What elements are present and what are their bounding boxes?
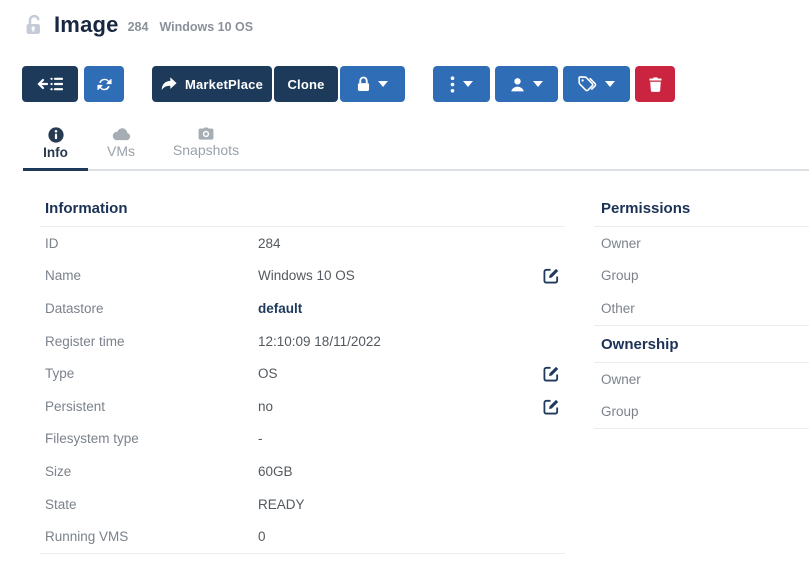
row-label: Datastore <box>45 300 104 316</box>
cloud-icon <box>112 127 131 141</box>
permissions-row-group: Group <box>594 260 809 293</box>
tab-info-label: Info <box>43 145 68 160</box>
info-row-state: State READY <box>40 488 565 521</box>
caret-down-icon <box>605 81 615 87</box>
info-row-register-time: Register time 12:10:09 18/11/2022 <box>40 325 565 358</box>
info-row-persistent: Persistent no <box>40 390 565 423</box>
ownership-dropdown-button[interactable] <box>495 66 558 102</box>
lock-dropdown-button[interactable] <box>340 66 405 102</box>
more-actions-dropdown-button[interactable] <box>433 66 490 102</box>
row-value: 0 <box>258 529 266 545</box>
tags-icon <box>578 76 597 92</box>
caret-down-icon <box>463 81 473 87</box>
trash-icon <box>648 76 662 92</box>
lock-icon <box>357 76 370 92</box>
row-label: Size <box>45 463 72 479</box>
unlock-icon <box>24 14 45 36</box>
ownership-rows: Owner Group <box>594 363 809 429</box>
page-title: Image <box>54 12 119 37</box>
info-row-name: Name Windows 10 OS <box>40 260 565 293</box>
caret-down-icon <box>378 81 388 87</box>
caret-down-icon <box>533 81 543 87</box>
tab-snapshots-label: Snapshots <box>172 142 240 158</box>
edit-type-button[interactable] <box>537 365 565 382</box>
row-value: 284 <box>258 235 281 251</box>
permissions-title: Permissions <box>594 200 809 227</box>
manage-button-group <box>433 66 675 102</box>
row-label: Other <box>601 300 635 316</box>
arrow-left-list-icon <box>37 76 63 92</box>
row-value: OS <box>258 366 278 382</box>
ownership-section: Ownership Owner Group <box>594 333 809 429</box>
kebab-menu-icon <box>450 75 455 93</box>
tab-snapshots[interactable]: Snapshots <box>154 127 258 169</box>
row-value: 60GB <box>258 463 293 479</box>
marketplace-button-label: MarketPlace <box>184 76 264 92</box>
detail-tabs: Info VMs Snapshots <box>23 127 809 171</box>
state-value: READY <box>258 496 305 512</box>
edit-persistent-button[interactable] <box>537 398 565 415</box>
camera-icon <box>198 127 214 140</box>
permissions-rows: Owner Group Other <box>594 227 809 326</box>
row-label: Owner <box>601 371 641 387</box>
info-tab-content: Information ID 284 Name Windows 10 OS <box>40 200 809 554</box>
ownership-row-owner: Owner <box>594 363 809 396</box>
row-label: Filesystem type <box>45 431 139 447</box>
delete-button[interactable] <box>635 66 675 102</box>
edit-pencil-icon <box>543 267 560 284</box>
user-icon <box>510 77 525 92</box>
edit-name-button[interactable] <box>537 267 565 284</box>
info-row-datastore: Datastore default <box>40 292 565 325</box>
row-label: Persistent <box>45 398 106 414</box>
row-label: Running VMS <box>45 529 129 545</box>
info-circle-icon <box>47 127 64 143</box>
edit-pencil-icon <box>543 398 560 415</box>
permissions-row-owner: Owner <box>594 227 809 260</box>
row-label: Type <box>45 366 75 382</box>
marketplace-button[interactable]: MarketPlace <box>152 66 272 102</box>
action-button-group: MarketPlace Clone <box>152 66 405 102</box>
labels-dropdown-button[interactable] <box>563 66 630 102</box>
info-row-running-vms: Running VMS 0 <box>40 520 565 553</box>
resource-id: 284 <box>127 20 149 34</box>
row-label: State <box>45 496 77 512</box>
row-value: - <box>258 431 263 447</box>
resource-name: Windows 10 OS <box>159 20 254 34</box>
ownership-title: Ownership <box>594 333 809 363</box>
row-value: no <box>258 398 274 414</box>
permissions-ownership-panel: Permissions Owner Group Other Ownership … <box>594 200 809 554</box>
information-panel: Information ID 284 Name Windows 10 OS <box>40 200 565 554</box>
clone-button[interactable]: Clone <box>274 66 338 102</box>
row-label: Group <box>601 268 639 284</box>
page-header: Image 284 Windows 10 OS <box>0 0 809 38</box>
row-label: ID <box>45 235 59 251</box>
info-row-type: Type OS <box>40 357 565 390</box>
datastore-link[interactable]: default <box>258 300 303 316</box>
row-label: Owner <box>601 235 641 251</box>
tab-vms[interactable]: VMs <box>88 127 154 169</box>
permissions-row-other: Other <box>594 292 809 325</box>
permissions-section: Permissions Owner Group Other <box>594 200 809 326</box>
row-value: Windows 10 OS <box>258 268 355 284</box>
info-row-size: Size 60GB <box>40 455 565 488</box>
row-label: Register time <box>45 333 125 349</box>
information-rows: ID 284 Name Windows 10 OS Datasto <box>40 227 565 554</box>
clone-button-label: Clone <box>287 76 325 92</box>
ownership-row-group: Group <box>594 395 809 428</box>
row-label: Name <box>45 268 82 284</box>
info-row-filesystem-type: Filesystem type - <box>40 423 565 456</box>
row-label: Group <box>601 404 639 420</box>
info-row-id: ID 284 <box>40 227 565 260</box>
toolbar: MarketPlace Clone <box>22 66 809 102</box>
nav-button-group <box>22 66 124 102</box>
refresh-button[interactable] <box>84 66 124 102</box>
row-value: 12:10:09 18/11/2022 <box>258 333 381 349</box>
edit-pencil-icon <box>543 365 560 382</box>
tab-info[interactable]: Info <box>23 127 88 171</box>
information-title: Information <box>40 200 565 227</box>
tab-vms-label: VMs <box>107 143 135 159</box>
share-arrow-icon <box>161 77 177 91</box>
back-to-list-button[interactable] <box>22 66 78 102</box>
sync-icon <box>96 76 113 93</box>
